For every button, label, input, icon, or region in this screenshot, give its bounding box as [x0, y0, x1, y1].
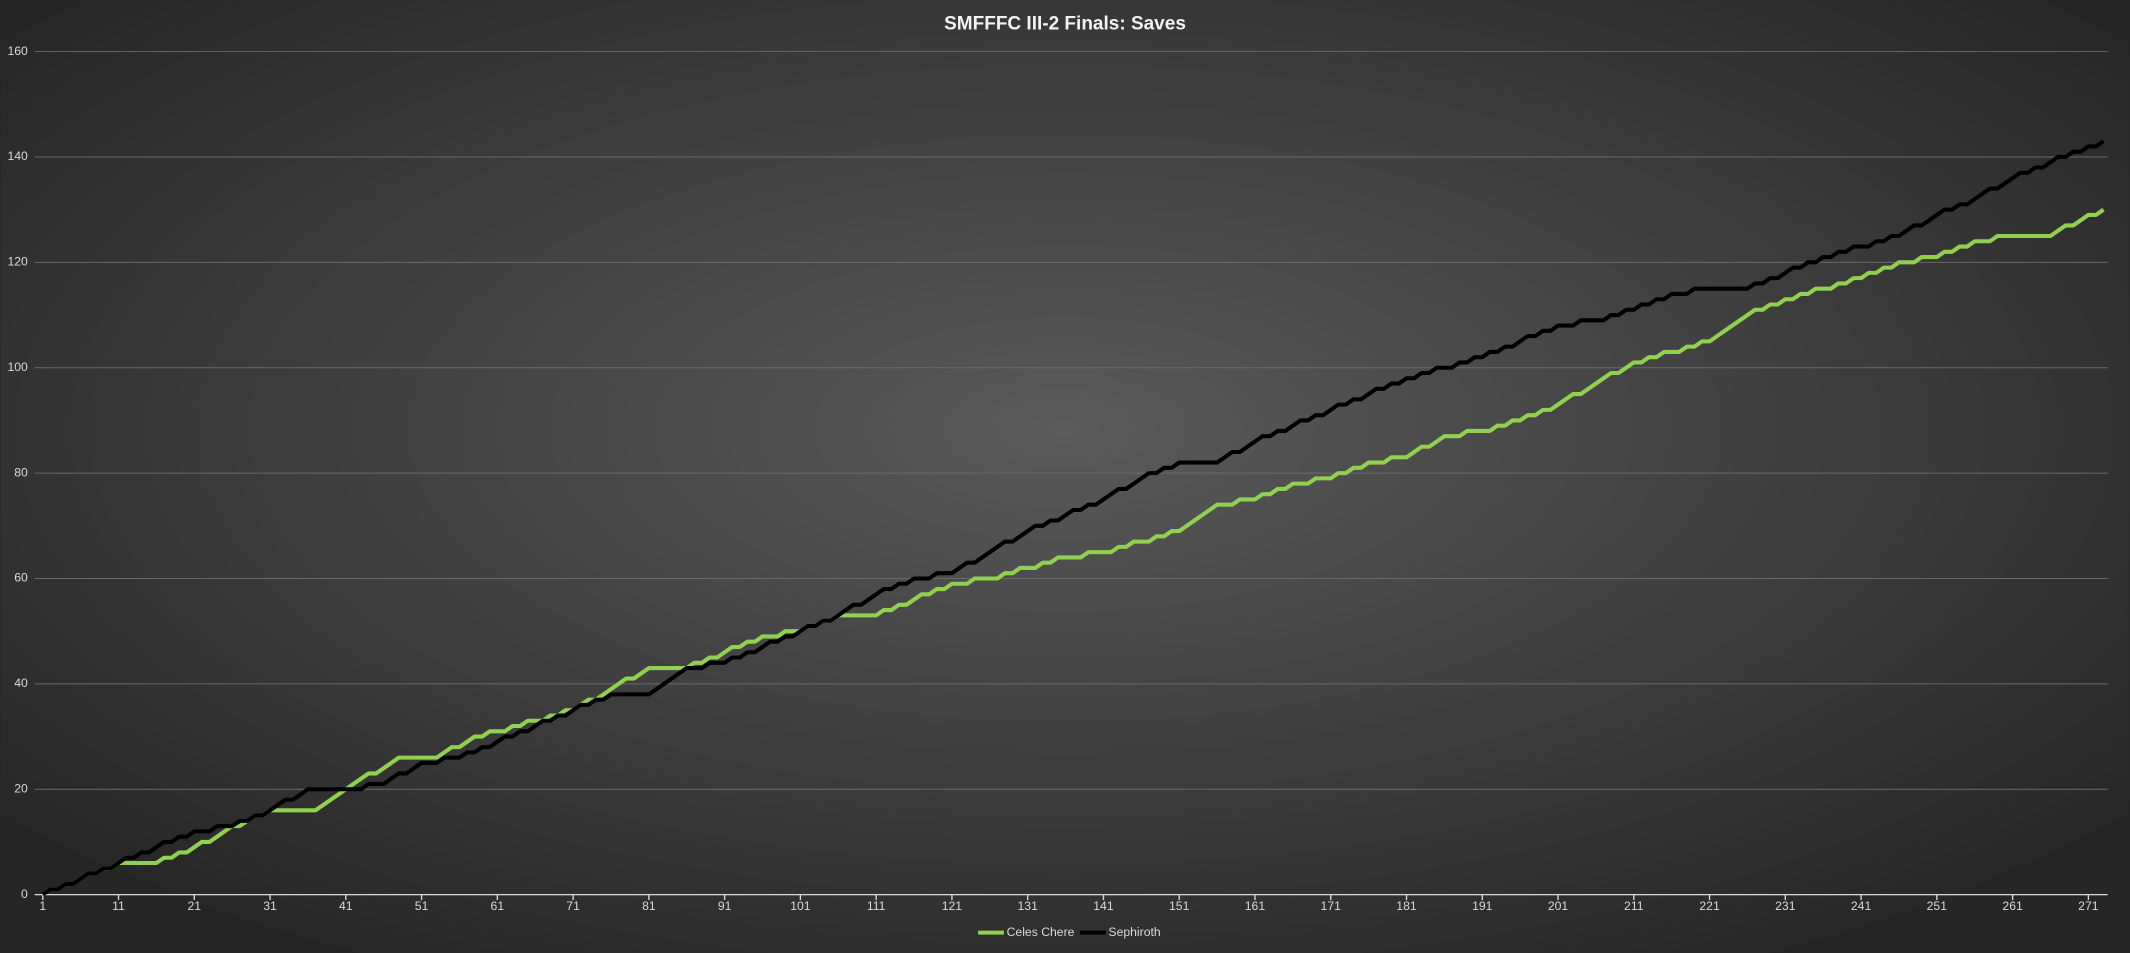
- x-tick-label: 51: [415, 899, 429, 913]
- x-tick-label: 111: [867, 899, 886, 913]
- y-tick-label: 140: [7, 149, 28, 163]
- legend-label: Sephiroth: [1108, 925, 1160, 939]
- y-tick-label: 160: [7, 44, 28, 58]
- x-tick-label: 31: [263, 899, 277, 913]
- x-tick-label: 191: [1472, 899, 1493, 913]
- y-tick-label: 0: [21, 887, 28, 901]
- x-tick-label: 1: [39, 899, 46, 913]
- y-tick-label: 40: [14, 676, 28, 690]
- x-tick-label: 131: [1017, 899, 1038, 913]
- x-tick-label: 81: [642, 899, 656, 913]
- x-tick-label: 41: [339, 899, 353, 913]
- x-tick-label: 121: [942, 899, 963, 913]
- x-tick-label: 201: [1548, 899, 1569, 913]
- x-tick-label: 71: [566, 899, 580, 913]
- x-tick-label: 241: [1851, 899, 1872, 913]
- y-tick-label: 100: [7, 360, 28, 374]
- y-tick-label: 20: [14, 781, 28, 795]
- x-tick-label: 61: [491, 899, 505, 913]
- series-line: [41, 207, 2105, 897]
- x-tick-label: 221: [1699, 899, 1720, 913]
- y-tick-label: 80: [14, 465, 28, 479]
- x-tick-label: 91: [718, 899, 732, 913]
- x-tick-label: 231: [1775, 899, 1796, 913]
- y-tick-label: 60: [14, 571, 28, 585]
- x-tick-label: 181: [1396, 899, 1417, 913]
- x-tick-label: 161: [1245, 899, 1266, 913]
- x-tick-label: 211: [1624, 899, 1644, 913]
- x-tick-label: 141: [1093, 899, 1114, 913]
- y-tick-label: 120: [7, 255, 28, 269]
- legend-label: Celes Chere: [1007, 925, 1075, 939]
- x-tick-label: 101: [790, 899, 811, 913]
- x-tick-label: 151: [1169, 899, 1190, 913]
- x-tick-label: 271: [2078, 899, 2099, 913]
- x-tick-label: 21: [188, 899, 202, 913]
- series-line: [41, 139, 2105, 897]
- x-tick-label: 251: [1927, 899, 1948, 913]
- chart-title: SMFFFC III-2 Finals: Saves: [944, 13, 1186, 34]
- x-tick-label: 11: [112, 899, 125, 913]
- x-tick-label: 261: [2002, 899, 2023, 913]
- x-tick-label: 171: [1321, 899, 1342, 913]
